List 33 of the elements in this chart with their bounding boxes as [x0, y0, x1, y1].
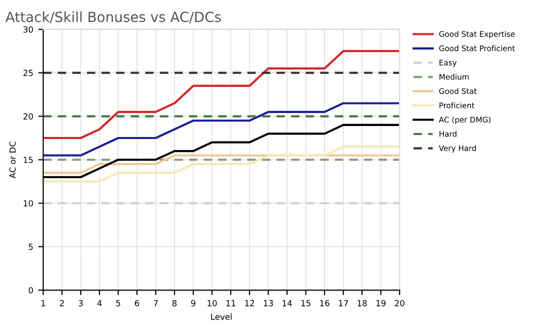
- line-series: [43, 50, 400, 140]
- y-tick-label: 10: [24, 200, 33, 206]
- x-tick-label: 1: [41, 300, 46, 306]
- y-tick-label: 25: [23, 70, 33, 76]
- y-axis-title: AC or DC: [9, 141, 16, 178]
- y-tick-label: 5: [28, 244, 33, 250]
- line-series: [43, 146, 400, 183]
- x-tick-label: 19: [376, 300, 386, 306]
- x-tick-label: 9: [191, 300, 196, 306]
- x-tick-label: 14: [282, 300, 292, 306]
- x-tick-label: 2: [60, 300, 64, 306]
- line-series: [43, 102, 400, 156]
- x-tick-label: 8: [172, 300, 177, 306]
- x-tick-label: 17: [338, 300, 348, 306]
- x-tick-label: 15: [301, 300, 310, 306]
- y-tick-label: 20: [23, 113, 33, 120]
- x-tick-label: 6: [134, 300, 140, 306]
- x-tick-label: 20: [394, 300, 404, 306]
- x-tick-label: 4: [97, 300, 102, 306]
- x-tick-label: 16: [320, 300, 330, 306]
- x-tick-label: 5: [116, 300, 120, 306]
- chart-title: Attack/Skill Bonuses vs AC/DCs: [6, 11, 221, 24]
- x-tick-label: 10: [208, 300, 217, 306]
- x-tick-label: 13: [264, 300, 273, 306]
- x-tick-label: 12: [245, 300, 254, 306]
- y-tick-label: 15: [24, 156, 33, 164]
- x-axis-title: Level: [211, 313, 232, 320]
- y-tick-label: 0: [28, 287, 33, 294]
- x-tick-label: 11: [226, 300, 236, 306]
- x-tick-label: 7: [154, 300, 158, 306]
- x-tick-label: 18: [358, 300, 367, 306]
- x-tick-label: 3: [78, 300, 83, 306]
- y-tick-label: 30: [24, 26, 33, 33]
